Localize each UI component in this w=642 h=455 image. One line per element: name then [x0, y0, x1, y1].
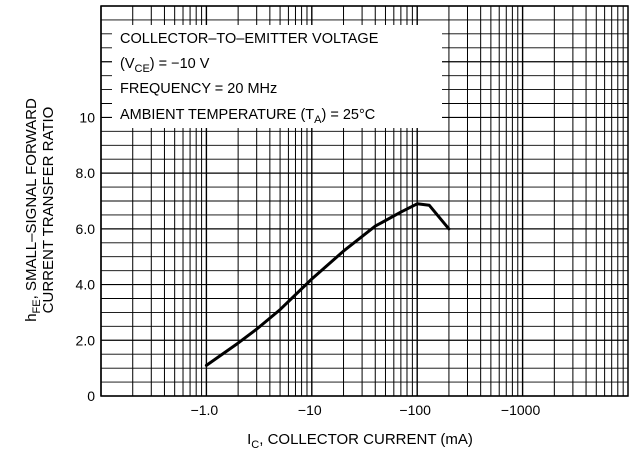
x-tick-label: −1000 [501, 402, 541, 418]
y-tick-label: 4.0 [76, 277, 96, 293]
conditions-box [112, 25, 442, 128]
condition-line-3: FREQUENCY = 20 MHz [120, 81, 277, 97]
x-tick-labels: −1.0 −10 −100 −1000 [191, 402, 541, 418]
plot-frame [100, 5, 629, 397]
conditions-text: COLLECTOR–TO–EMITTER VOLTAGE (VCE) = −10… [120, 31, 379, 126]
x-tick-label: −10 [298, 402, 322, 418]
y-tick-labels: 0 2.0 4.0 6.0 8.0 10 [76, 109, 96, 404]
y-tick-label: 10 [79, 109, 95, 125]
y-tick-label: 6.0 [76, 221, 96, 237]
y-tick-label: 0 [87, 388, 95, 404]
condition-line-1: COLLECTOR–TO–EMITTER VOLTAGE [120, 31, 379, 47]
series-line [204, 202, 451, 367]
y-axis-title-line-1: hFE, SMALL–SIGNAL FORWARD [23, 98, 43, 322]
x-tick-label: −1.0 [191, 402, 219, 418]
y-axis-title: hFE, SMALL–SIGNAL FORWARD CURRENT TRANSF… [23, 98, 57, 322]
y-axis-title-line-2: CURRENT TRANSFER RATIO [40, 107, 57, 314]
x-tick-label: −100 [399, 402, 431, 418]
y-tick-label: 8.0 [76, 165, 96, 181]
y-tick-label: 2.0 [76, 332, 96, 348]
condition-line-2: (VCE) = −10 V [120, 56, 210, 75]
condition-line-4: AMBIENT TEMPERATURE (TA) = 25°C [120, 107, 375, 126]
x-axis-title: IC, COLLECTOR CURRENT (mA) [247, 431, 473, 451]
